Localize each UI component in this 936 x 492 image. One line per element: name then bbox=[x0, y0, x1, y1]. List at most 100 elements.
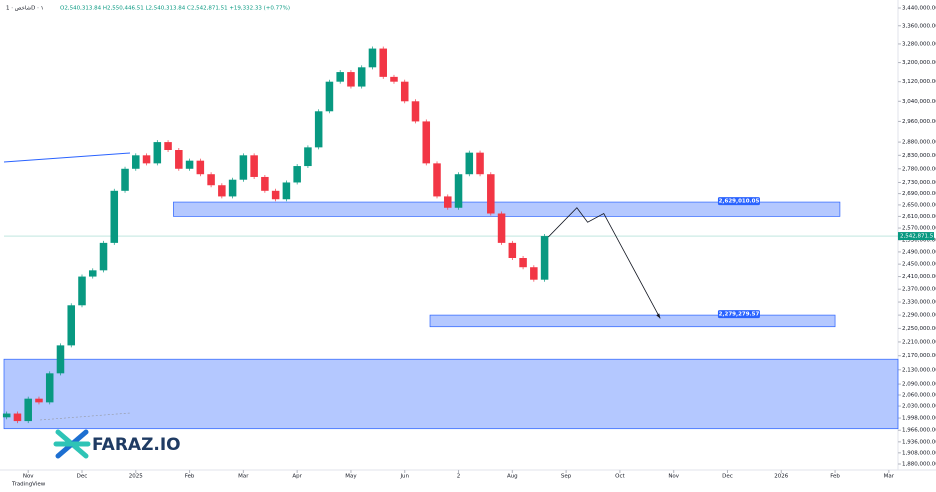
x-tick-label: Jun bbox=[399, 474, 409, 480]
x-tick-label: Dec bbox=[722, 474, 733, 480]
candle-body bbox=[540, 236, 549, 280]
symbol-title: شاخص · 1D · ۱ bbox=[6, 6, 44, 12]
y-tick-label: 2,690,000.00 bbox=[902, 191, 936, 197]
y-tick-label: 2,450,000.00 bbox=[902, 262, 936, 268]
candle-body bbox=[185, 160, 194, 169]
candle-body bbox=[368, 48, 377, 68]
logo: FARAZ.IO bbox=[53, 429, 181, 459]
candle-body bbox=[422, 121, 431, 164]
y-tick-label: 3,200,000.00 bbox=[902, 60, 936, 66]
zone-label-bg bbox=[717, 310, 760, 319]
candle-body bbox=[175, 150, 183, 169]
candle-body bbox=[487, 174, 495, 214]
y-tick-label: 2,290,000.00 bbox=[902, 313, 936, 319]
y-tick-label: 2,610,000.00 bbox=[902, 214, 936, 220]
y-tick-label: 2,030,000.00 bbox=[902, 404, 936, 410]
candle-body bbox=[314, 111, 323, 148]
x-tick-label: 2025 bbox=[129, 474, 143, 480]
candle-body bbox=[110, 190, 119, 243]
candle-body bbox=[261, 176, 269, 191]
candle-body bbox=[164, 142, 172, 151]
candle-body bbox=[153, 142, 162, 164]
x-tick-label: 2026 bbox=[774, 474, 788, 480]
y-tick-label: 2,090,000.00 bbox=[902, 382, 936, 388]
ohlc-readout: O2,540,313.84 H2,550,446.51 L2,540,313.8… bbox=[60, 6, 290, 12]
candle-body bbox=[444, 196, 452, 208]
candle-body bbox=[88, 270, 97, 277]
last-price-label: 2,542,871.51 bbox=[900, 234, 936, 240]
zone-label: 2,629,010.05 bbox=[719, 199, 760, 205]
candle-body bbox=[497, 213, 506, 243]
y-tick-label: 2,830,000.00 bbox=[902, 153, 936, 159]
candle-body bbox=[228, 179, 237, 197]
candle-body bbox=[508, 242, 517, 259]
x-tick-label: Nov bbox=[23, 474, 34, 480]
projection-path bbox=[548, 207, 661, 319]
y-tick-label: 2,490,000.00 bbox=[902, 249, 936, 255]
candle-body bbox=[530, 267, 538, 280]
candle-body bbox=[99, 242, 108, 271]
candle-body bbox=[454, 174, 463, 208]
x-tick-label: Feb bbox=[185, 474, 195, 480]
logo-text: FARAZ.IO bbox=[92, 435, 181, 455]
candle-body bbox=[519, 258, 527, 268]
candle-body bbox=[271, 190, 280, 200]
y-tick-label: 2,210,000.00 bbox=[902, 339, 936, 345]
x-tick-label: Apr bbox=[292, 474, 302, 480]
candle-body bbox=[465, 152, 474, 175]
y-tick-label: 2,960,000.00 bbox=[902, 119, 936, 125]
zone-box bbox=[429, 314, 836, 328]
trend-line bbox=[3, 152, 131, 163]
candle-body bbox=[390, 76, 398, 82]
candle-body bbox=[336, 72, 344, 82]
candle-body bbox=[67, 305, 76, 346]
candle-body bbox=[13, 413, 22, 422]
candle-body bbox=[239, 155, 248, 180]
y-tick-label: 2,730,000.00 bbox=[902, 180, 936, 186]
y-tick-label: 1,966,000.00 bbox=[902, 428, 936, 434]
zone-box bbox=[173, 201, 841, 217]
x-tick-label: Mar bbox=[884, 474, 895, 480]
candle-body bbox=[24, 398, 32, 422]
zone-label: 2,279,279.57 bbox=[719, 312, 760, 318]
zone-label-bg bbox=[717, 197, 760, 206]
y-tick-label: 3,360,000.00 bbox=[902, 23, 936, 29]
zone-box bbox=[3, 358, 899, 430]
candle-body bbox=[250, 155, 258, 177]
candle-body bbox=[304, 147, 312, 167]
y-tick-label: 2,780,000.00 bbox=[902, 166, 936, 172]
y-tick-label: 3,280,000.00 bbox=[902, 41, 936, 47]
y-tick-label: 3,040,000.00 bbox=[902, 99, 936, 105]
y-tick-label: 2,570,000.00 bbox=[902, 226, 936, 232]
dashed-line bbox=[39, 412, 131, 421]
y-tick-label: 2,330,000.00 bbox=[902, 300, 936, 306]
candle-body bbox=[196, 160, 205, 175]
y-tick-label: 2,410,000.00 bbox=[902, 274, 936, 280]
candle-body bbox=[218, 185, 226, 197]
y-tick-label: 2,250,000.00 bbox=[902, 326, 936, 332]
x-tick-label: Dec bbox=[77, 474, 88, 480]
y-tick-label: 2,530,000.00 bbox=[902, 237, 936, 243]
candle-body bbox=[121, 168, 129, 191]
candle-body bbox=[476, 152, 484, 175]
candle-body bbox=[132, 155, 140, 169]
y-tick-label: 2,650,000.00 bbox=[902, 202, 936, 208]
y-tick-label: 2,370,000.00 bbox=[902, 287, 936, 293]
x-tick-label: Sep bbox=[561, 474, 572, 480]
candle-body bbox=[56, 345, 65, 374]
candle-body bbox=[433, 163, 441, 197]
candle-body bbox=[347, 72, 355, 87]
candle-body bbox=[357, 67, 366, 87]
y-tick-label: 1,880,000.00 bbox=[902, 462, 936, 468]
candle-body bbox=[45, 373, 54, 403]
y-tick-label: 3,120,000.00 bbox=[902, 79, 936, 85]
candle-body bbox=[325, 81, 334, 112]
candle-body bbox=[2, 413, 11, 418]
candle-body bbox=[379, 48, 387, 77]
candle-body bbox=[293, 166, 301, 183]
candle-body bbox=[411, 101, 420, 122]
x-tick-label: Aug bbox=[507, 474, 518, 480]
projection-arrowhead bbox=[656, 313, 661, 319]
logo-icon bbox=[53, 429, 91, 459]
